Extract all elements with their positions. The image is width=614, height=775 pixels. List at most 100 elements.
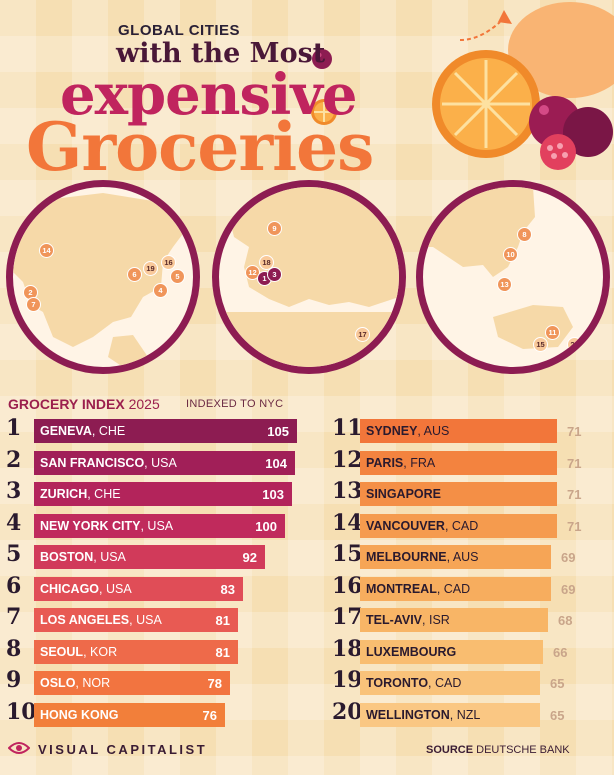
rank-number: 7	[6, 604, 22, 630]
city-label: ZURICH, CHE	[40, 487, 121, 501]
country-code: , AUS	[417, 424, 450, 438]
rank-number: 20	[332, 698, 363, 725]
city-label: BOSTON, USA	[40, 550, 126, 564]
map-pin: 8	[517, 227, 532, 242]
map-pin: 6	[127, 267, 142, 282]
map-pin: 15	[533, 337, 548, 352]
bar: LUXEMBOURG	[360, 639, 543, 664]
country-code: , ISR	[422, 613, 450, 627]
value-label: 65	[550, 676, 565, 691]
bar-row: 16 69 MONTREAL, CAD	[332, 573, 612, 601]
rank-number: 17	[332, 604, 363, 630]
bar-row: 20 65 WELLINGTON, NZL	[332, 699, 612, 727]
city-name: SEOUL	[40, 644, 84, 659]
rank-number: 10	[6, 698, 37, 725]
city-name: TORONTO	[366, 676, 429, 690]
city-name: GENEVA	[40, 424, 92, 438]
country-code: , USA	[144, 455, 177, 470]
bar: PARIS, FRA	[360, 450, 557, 475]
header-title-line1: expensive	[60, 62, 357, 128]
bar: SEOUL, KOR 81	[34, 639, 238, 664]
source-credit: SOURCE DEUTSCHE BANK	[426, 744, 570, 756]
city-name: LOS ANGELES	[40, 613, 130, 627]
header-title-line2: Groceries	[26, 108, 374, 186]
bar-row: 3 ZURICH, CHE 103	[6, 478, 292, 506]
bar: MELBOURNE, AUS	[360, 545, 551, 569]
value-label: 103	[262, 487, 284, 502]
city-label: MELBOURNE, AUS	[366, 550, 479, 564]
city-name: ZURICH	[40, 487, 88, 501]
plum-icon	[312, 49, 332, 69]
bar-row: 12 71 PARIS, FRA	[332, 447, 612, 475]
bar-row: 15 69 MELBOURNE, AUS	[332, 541, 612, 569]
city-label: WELLINGTON, NZL	[366, 708, 480, 722]
city-name: SINGAPORE	[366, 487, 442, 501]
city-name: NEW YORK CITY	[40, 518, 141, 533]
city-name: SAN FRANCISCO	[40, 455, 145, 470]
country-code: , USA	[129, 613, 162, 627]
city-label: SYDNEY, AUS	[366, 424, 449, 438]
country-code: , CAD	[444, 518, 479, 533]
city-label: LOS ANGELES, USA	[40, 613, 162, 627]
city-name: PARIS	[366, 455, 404, 470]
header-kicker: GLOBAL CITIES	[118, 22, 241, 39]
city-label: PARIS, FRA	[366, 456, 435, 470]
city-name: OSLO	[40, 676, 76, 690]
bar-row: 14 71 VANCOUVER, CAD	[332, 510, 612, 538]
city-label: TORONTO, CAD	[366, 676, 461, 690]
rank-number: 4	[6, 509, 22, 536]
source-label: SOURCE	[426, 744, 474, 756]
map-pin: 3	[267, 267, 282, 282]
map-pin: 17	[355, 327, 370, 342]
chart-subtitle: INDEXED TO NYC	[186, 398, 284, 410]
value-label: 71	[567, 518, 582, 534]
city-label: CHICAGO, USA	[40, 582, 132, 596]
value-label: 65	[550, 707, 565, 723]
map-pin: 4	[153, 283, 168, 298]
country-code: , USA	[99, 581, 132, 596]
city-name: WELLINGTON	[366, 707, 450, 722]
map-pin: 9	[267, 221, 282, 236]
country-code: , KOR	[83, 644, 118, 659]
city-label: MONTREAL, CAD	[366, 582, 470, 596]
country-code: , CHE	[87, 487, 121, 501]
brand-name: VISUAL CAPITALIST	[38, 742, 208, 757]
bar: TEL-AVIV, ISR	[360, 608, 548, 632]
bar-row: 18 66 LUXEMBOURG	[332, 636, 612, 664]
country-code: , CAD	[428, 676, 462, 690]
rank-number: 3	[6, 478, 22, 504]
chart-title-year: 2025	[128, 396, 160, 412]
americas-landmass	[13, 193, 188, 367]
city-label: SINGAPORE	[366, 487, 441, 501]
map-pin: 14	[39, 243, 54, 258]
bar: WELLINGTON, NZL	[360, 702, 540, 727]
bar-row: 1 GENEVA, CHE 105	[6, 415, 297, 443]
chart-title: GROCERY INDEX 2025	[8, 396, 160, 412]
rank-number: 13	[332, 478, 363, 504]
bar-row: 19 65 TORONTO, CAD	[332, 667, 612, 695]
map-europe: 9 18 12 1 3 17	[212, 180, 406, 374]
rank-number: 18	[332, 635, 363, 662]
city-name: BOSTON	[40, 550, 94, 564]
map-americas: 14 2 7 6 19 16 5 4	[6, 180, 200, 374]
map-pin: 11	[545, 325, 560, 340]
map-pin: 18	[259, 255, 274, 270]
rank-number: 14	[332, 509, 363, 536]
value-label: 68	[558, 613, 573, 628]
bar-row: 9 OSLO, NOR 78	[6, 667, 286, 695]
city-label: HONG KONG	[40, 708, 118, 722]
bar: TORONTO, CAD	[360, 671, 540, 695]
bar-row: 5 BOSTON, USA 92	[6, 541, 286, 569]
bar-row: 2 SAN FRANCISCO, USA 104	[6, 447, 295, 475]
map-pin: 19	[143, 261, 158, 276]
value-label: 76	[202, 707, 217, 723]
city-name: VANCOUVER	[366, 518, 445, 533]
value-label: 81	[215, 644, 230, 660]
chart-title-text: GROCERY INDEX	[8, 396, 125, 412]
country-code: , CAD	[436, 581, 471, 596]
bar-row: 17 68 TEL-AVIV, ISR	[332, 604, 612, 632]
city-label: VANCOUVER, CAD	[366, 519, 478, 533]
visual-capitalist-logo	[8, 742, 30, 754]
city-label: SAN FRANCISCO, USA	[40, 456, 177, 470]
value-label: 92	[242, 550, 257, 565]
